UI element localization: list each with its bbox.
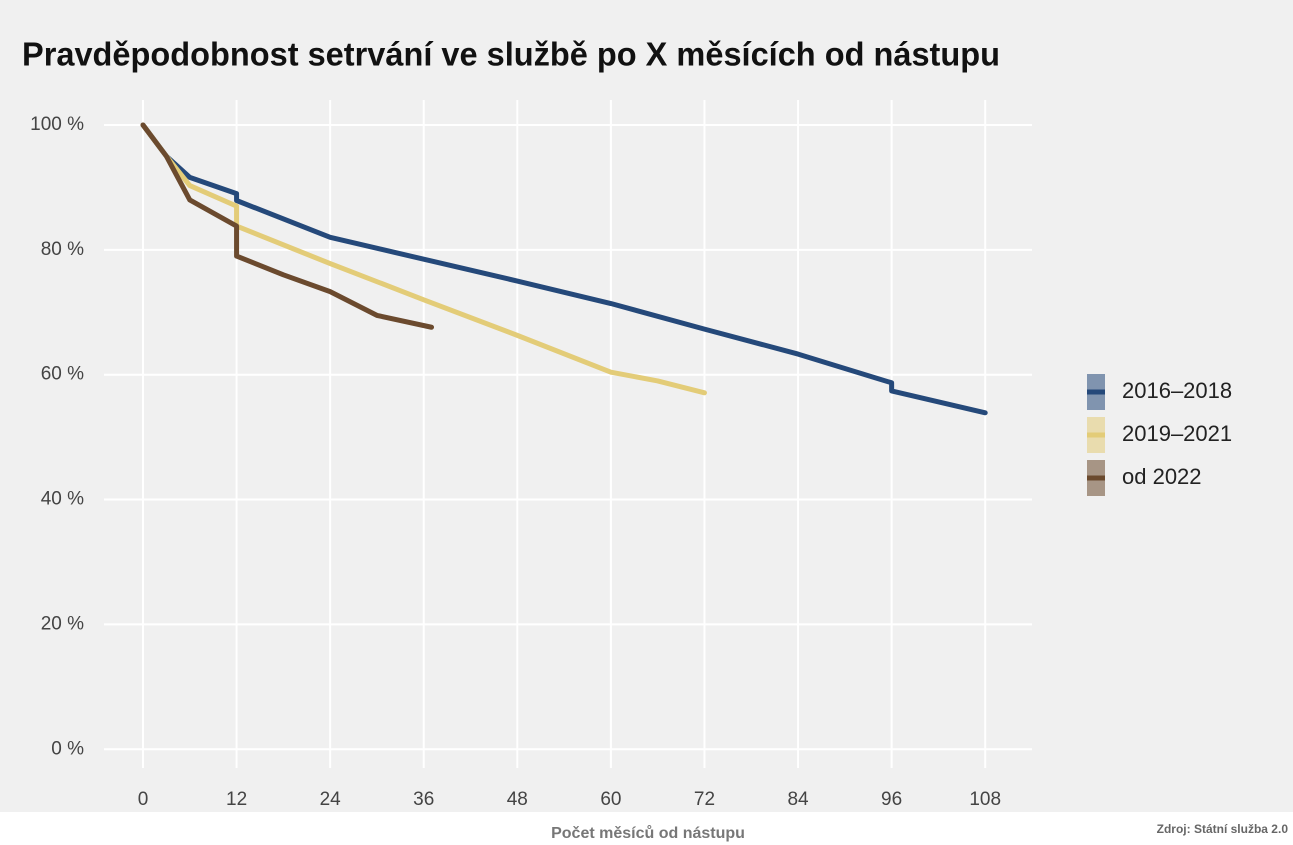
x-axis-label: Počet měsíců od nástupu — [551, 825, 745, 842]
line-series — [140, 122, 707, 396]
chart-title: Pravděpodobnost setrvání ve službě po X … — [22, 36, 1000, 73]
x-tick-label: 96 — [881, 789, 902, 810]
y-tick-label: 80 % — [41, 239, 84, 260]
x-tick-label: 72 — [694, 789, 715, 810]
legend-label: 2016–2018 — [1122, 378, 1232, 403]
x-tick-label: 12 — [226, 789, 247, 810]
legend-label: od 2022 — [1122, 464, 1202, 489]
x-tick-label: 84 — [787, 789, 809, 810]
line-series — [140, 122, 435, 330]
y-tick-label: 100 % — [30, 114, 84, 135]
x-tick-label: 60 — [600, 789, 621, 810]
x-tick-label: 24 — [320, 789, 342, 810]
x-tick-label: 108 — [969, 789, 1001, 810]
background — [0, 0, 1293, 812]
legend-label: 2019–2021 — [1122, 421, 1232, 446]
y-tick-label: 40 % — [41, 489, 84, 510]
y-tick-label: 60 % — [41, 364, 84, 385]
source: Zdroj: Státní služba 2.0 — [1157, 822, 1289, 836]
x-tick-label: 0 — [138, 789, 149, 810]
y-tick-label: 0 % — [51, 738, 84, 759]
line-series — [140, 122, 988, 416]
y-tick-label: 20 % — [41, 613, 84, 634]
x-tick-label: 48 — [507, 789, 528, 810]
x-tick-label: 36 — [413, 789, 434, 810]
